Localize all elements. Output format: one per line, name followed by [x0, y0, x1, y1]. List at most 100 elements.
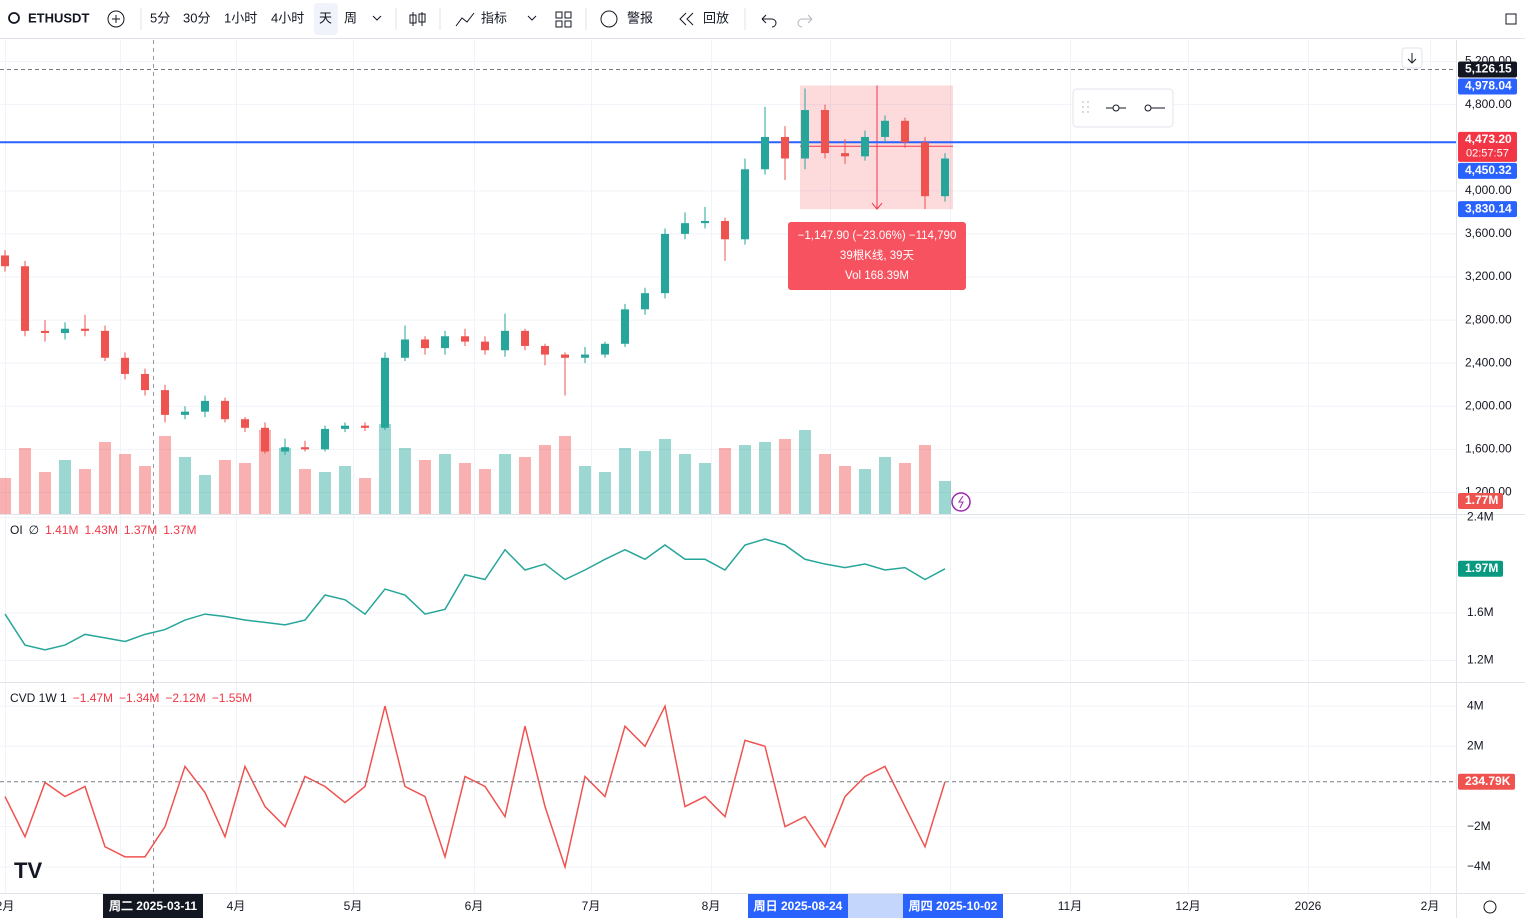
- volume-bar: [179, 457, 191, 514]
- x-tick-label: 7月: [582, 899, 601, 913]
- chart-type-icon[interactable]: [409, 12, 426, 26]
- volume-bar: [639, 451, 651, 514]
- interval[interactable]: 1小时: [224, 10, 257, 25]
- candle-body: [101, 330, 109, 358]
- volume-bar: [399, 448, 411, 514]
- candle-body: [761, 136, 769, 170]
- drag-handle[interactable]: [1082, 101, 1089, 113]
- last-label: 1.97M: [1465, 561, 1498, 575]
- pane-legend: 1.43M: [84, 523, 117, 537]
- candle-body: [321, 428, 329, 450]
- volume-bar: [899, 463, 911, 514]
- toolbar-button[interactable]: 指标: [481, 10, 507, 25]
- volume-bar: [559, 436, 571, 514]
- interval[interactable]: 4小时: [271, 10, 304, 25]
- volume-bar: [239, 463, 251, 514]
- volume-bar: [539, 445, 551, 514]
- interval[interactable]: 5分: [150, 10, 170, 25]
- toolbar-button[interactable]: 警报: [627, 10, 653, 25]
- candle-body: [841, 153, 849, 157]
- candle-body: [1, 255, 9, 267]
- candle-body: [441, 336, 449, 349]
- replay-icon: [679, 12, 694, 26]
- x-tick-label: 2月: [0, 899, 14, 913]
- volume-bar: [439, 454, 451, 514]
- volume-bar: [19, 448, 31, 514]
- candle-body: [361, 425, 369, 428]
- volume-bar: [759, 442, 771, 514]
- candle-body: [461, 336, 469, 342]
- price-label: 5,126.15: [1465, 62, 1512, 76]
- price-label-bg: [1458, 61, 1517, 78]
- toolbar-button[interactable]: 回放: [703, 10, 729, 25]
- measure-text: Vol 168.39M: [845, 270, 909, 282]
- candle-body: [501, 330, 509, 351]
- grid: [0, 40, 1456, 893]
- volume-bar: [419, 460, 431, 514]
- interval[interactable]: 周: [344, 10, 357, 25]
- candle-body: [701, 220, 709, 224]
- volume-bar: [779, 439, 791, 514]
- price-label: 4,450.32: [1465, 163, 1512, 177]
- candle-body: [61, 328, 69, 334]
- volume-bar: [859, 469, 871, 514]
- x-tick-label: 6月: [465, 899, 484, 913]
- volume-bar: [739, 445, 751, 514]
- y-tick-label: 3,600.00: [1465, 226, 1512, 240]
- candle-body: [161, 390, 169, 415]
- search-icon[interactable]: [8, 12, 20, 24]
- panes: TV: [0, 40, 1525, 918]
- candle-body: [281, 447, 289, 452]
- add-icon: [112, 15, 120, 23]
- candle-body: [41, 330, 49, 334]
- series-line: [4, 703, 946, 870]
- undo[interactable]: [761, 14, 777, 28]
- volume-bar: [219, 460, 231, 514]
- candle-body: [481, 341, 489, 351]
- candle-body: [401, 339, 409, 358]
- scroll-icon: [1407, 53, 1417, 64]
- pane-legend: CVD 1W 1: [10, 691, 67, 705]
- x-tick-label: 11月: [1058, 899, 1082, 913]
- volume-bar: [459, 463, 471, 514]
- interval[interactable]: 天: [319, 10, 332, 25]
- pane-legend: 1.41M: [45, 523, 78, 537]
- volume-bar: [319, 472, 331, 514]
- toolbar: ETHUSDT 5分 30分 1小时 4小时天周 指标 警报 回放: [0, 3, 1525, 39]
- y-tick-label: 4,000.00: [1465, 183, 1512, 197]
- y-tick-label: −4M: [1467, 859, 1491, 873]
- fullscreen[interactable]: [1505, 13, 1517, 25]
- volume-bar: [519, 457, 531, 514]
- pane-legend: −1.47M: [73, 691, 113, 705]
- range-highlight: [845, 894, 905, 918]
- settings[interactable]: [1483, 900, 1497, 914]
- x-label: 周日 2025-08-24: [754, 899, 843, 913]
- pane-legend: OI: [10, 523, 23, 537]
- pane-legend: ∅: [29, 523, 39, 537]
- volume-bar: [39, 472, 51, 514]
- line-tool-dot: [1144, 104, 1152, 112]
- y-tick-label: 4,800.00: [1465, 97, 1512, 111]
- add-symbol[interactable]: [107, 10, 125, 28]
- volume-bar: [339, 466, 351, 514]
- y-tick-label: 3,200.00: [1465, 269, 1512, 283]
- y-tick-label: −2M: [1467, 819, 1491, 833]
- y-tick-label: 2,400.00: [1465, 355, 1512, 369]
- indicator-dropdown[interactable]: [527, 15, 537, 21]
- volume-bar: [799, 430, 811, 514]
- volume-bar: [359, 478, 371, 514]
- candle-body: [881, 120, 889, 137]
- interval[interactable]: 30分: [183, 10, 210, 25]
- candle-body: [741, 169, 749, 240]
- redo[interactable]: [797, 14, 813, 28]
- symbol[interactable]: ETHUSDT: [28, 10, 89, 25]
- measure-tooltip: [788, 222, 966, 290]
- candle-body: [421, 339, 429, 349]
- interval-dropdown[interactable]: [372, 15, 382, 21]
- volume-bar: [659, 439, 671, 514]
- volume-bar: [479, 469, 491, 514]
- volume-bar: [939, 481, 951, 514]
- layout-icon[interactable]: [555, 11, 572, 28]
- pane-legend: 1.37M: [124, 523, 157, 537]
